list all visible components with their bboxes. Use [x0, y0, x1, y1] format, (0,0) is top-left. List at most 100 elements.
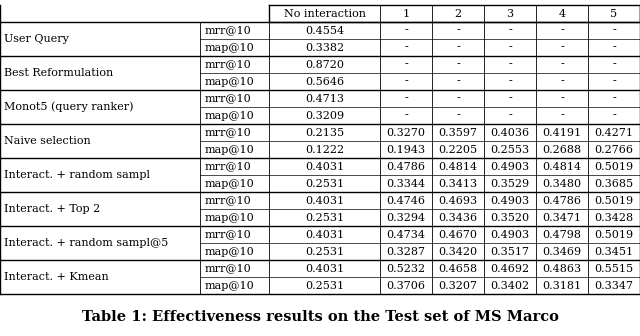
Text: -: -	[612, 59, 616, 70]
Text: 0.4031: 0.4031	[305, 229, 344, 240]
Text: 4: 4	[559, 8, 566, 18]
Text: 0.4658: 0.4658	[438, 263, 477, 274]
Text: 0.5646: 0.5646	[305, 77, 344, 87]
Text: 0.5232: 0.5232	[387, 263, 426, 274]
Text: 0.3347: 0.3347	[595, 281, 634, 291]
Text: -: -	[508, 59, 512, 70]
Text: -: -	[404, 77, 408, 87]
Text: 0.4031: 0.4031	[305, 196, 344, 206]
Text: No interaction: No interaction	[284, 8, 366, 18]
Text: Naive selection: Naive selection	[4, 136, 92, 146]
Text: 0.4036: 0.4036	[490, 128, 530, 137]
Text: 0.2688: 0.2688	[543, 144, 582, 155]
Text: 0.2531: 0.2531	[305, 281, 344, 291]
Text: 0.3344: 0.3344	[387, 178, 426, 188]
Text: 0.2135: 0.2135	[305, 128, 344, 137]
Text: 0.2531: 0.2531	[305, 247, 344, 256]
Text: 0.3517: 0.3517	[491, 247, 529, 256]
Text: -: -	[456, 77, 460, 87]
Text: 0.8720: 0.8720	[305, 59, 344, 70]
Text: 0.4798: 0.4798	[543, 229, 582, 240]
Text: map@10: map@10	[204, 178, 254, 188]
Text: 0.3428: 0.3428	[595, 212, 634, 222]
Text: -: -	[404, 26, 408, 36]
Text: -: -	[508, 77, 512, 87]
Text: 0.3270: 0.3270	[387, 128, 426, 137]
Text: 0.3287: 0.3287	[387, 247, 426, 256]
Text: 0.3207: 0.3207	[438, 281, 477, 291]
Text: -: -	[612, 43, 616, 52]
Text: mrr@10: mrr@10	[204, 196, 251, 206]
Text: -: -	[508, 43, 512, 52]
Text: 0.4903: 0.4903	[490, 162, 530, 171]
Text: 2: 2	[454, 8, 461, 18]
Text: 0.2205: 0.2205	[438, 144, 477, 155]
Text: 0.4713: 0.4713	[305, 93, 344, 103]
Text: 0.3420: 0.3420	[438, 247, 477, 256]
Text: map@10: map@10	[204, 43, 254, 52]
Text: 0.5019: 0.5019	[595, 229, 634, 240]
Text: map@10: map@10	[204, 281, 254, 291]
Text: 0.3209: 0.3209	[305, 111, 344, 121]
Text: 0.4670: 0.4670	[438, 229, 477, 240]
Text: 0.4271: 0.4271	[595, 128, 634, 137]
Text: 0.3436: 0.3436	[438, 212, 477, 222]
Text: 0.4031: 0.4031	[305, 162, 344, 171]
Text: 0.2766: 0.2766	[595, 144, 634, 155]
Text: 0.4786: 0.4786	[543, 196, 582, 206]
Text: 0.3529: 0.3529	[490, 178, 530, 188]
Text: 0.3402: 0.3402	[490, 281, 530, 291]
Text: 0.5019: 0.5019	[595, 162, 634, 171]
Text: Interact. + random sampl@5: Interact. + random sampl@5	[4, 238, 169, 248]
Text: 0.2553: 0.2553	[490, 144, 530, 155]
Text: -: -	[560, 26, 564, 36]
Text: 0.3706: 0.3706	[387, 281, 426, 291]
Text: Interact. + random sampl: Interact. + random sampl	[4, 170, 150, 180]
Text: -: -	[612, 111, 616, 121]
Text: -: -	[560, 43, 564, 52]
Text: 0.3685: 0.3685	[595, 178, 634, 188]
Text: 0.4031: 0.4031	[305, 263, 344, 274]
Text: -: -	[508, 111, 512, 121]
Text: Table 1: Effectiveness results on the Test set of MS Marco: Table 1: Effectiveness results on the Te…	[81, 310, 559, 324]
Text: -: -	[456, 111, 460, 121]
Text: -: -	[456, 93, 460, 103]
Text: -: -	[612, 93, 616, 103]
Text: 3: 3	[506, 8, 514, 18]
Text: 0.4863: 0.4863	[543, 263, 582, 274]
Text: Monot5 (query ranker): Monot5 (query ranker)	[4, 102, 134, 112]
Text: 0.1222: 0.1222	[305, 144, 344, 155]
Text: 0.4903: 0.4903	[490, 229, 530, 240]
Text: -: -	[560, 111, 564, 121]
Text: -: -	[404, 111, 408, 121]
Text: -: -	[456, 59, 460, 70]
Text: 0.4786: 0.4786	[387, 162, 426, 171]
Text: Interact. + Kmean: Interact. + Kmean	[4, 272, 109, 282]
Text: 0.4903: 0.4903	[490, 196, 530, 206]
Text: -: -	[560, 59, 564, 70]
Text: 1: 1	[403, 8, 410, 18]
Text: 0.3181: 0.3181	[543, 281, 582, 291]
Text: 5: 5	[611, 8, 618, 18]
Text: -: -	[508, 93, 512, 103]
Text: -: -	[404, 93, 408, 103]
Text: mrr@10: mrr@10	[204, 59, 251, 70]
Text: -: -	[612, 77, 616, 87]
Text: 0.3469: 0.3469	[543, 247, 582, 256]
Text: User Query: User Query	[4, 34, 69, 44]
Text: 0.4191: 0.4191	[543, 128, 582, 137]
Text: 0.3471: 0.3471	[543, 212, 582, 222]
Text: map@10: map@10	[204, 111, 254, 121]
Text: 0.4814: 0.4814	[543, 162, 582, 171]
Text: 0.4554: 0.4554	[305, 26, 344, 36]
Text: map@10: map@10	[204, 247, 254, 256]
Text: 0.3520: 0.3520	[490, 212, 530, 222]
Text: mrr@10: mrr@10	[204, 26, 251, 36]
Text: Best Reformulation: Best Reformulation	[4, 68, 114, 78]
Text: 0.3597: 0.3597	[438, 128, 477, 137]
Text: mrr@10: mrr@10	[204, 93, 251, 103]
Text: -: -	[560, 77, 564, 87]
Text: map@10: map@10	[204, 212, 254, 222]
Text: mrr@10: mrr@10	[204, 162, 251, 171]
Text: Interact. + Top 2: Interact. + Top 2	[4, 204, 100, 214]
